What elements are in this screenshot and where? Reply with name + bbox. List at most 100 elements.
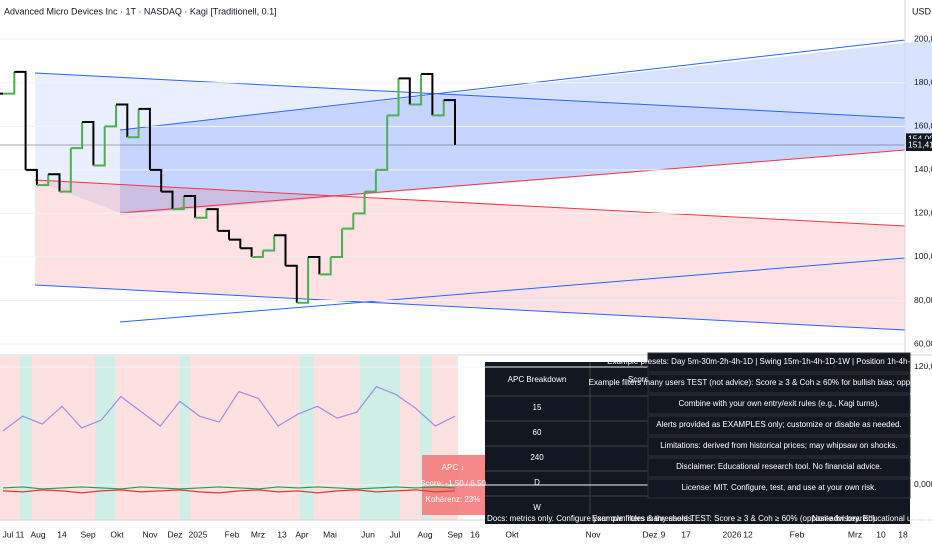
kagi-segment [70, 121, 84, 150]
note-bg [647, 373, 911, 394]
x-tick-label: 10 [876, 529, 886, 539]
x-tick-label: Sep [80, 529, 95, 539]
note: Combine with your own entry/exit rules (… [679, 399, 880, 408]
kagi-segment [14, 70, 27, 170]
kagi-segment [296, 256, 310, 304]
kagi-segment [127, 108, 140, 139]
x-tick-label: Jun [361, 529, 375, 539]
note-bg [647, 415, 911, 436]
kagi-segment [409, 74, 423, 106]
signal-coherence: Kohärenz: 23% [426, 495, 481, 504]
kagi-segment [195, 209, 208, 219]
kagi-segment [285, 264, 298, 303]
y-tick-label: 60,00 [914, 338, 932, 348]
indicator-line [2, 486, 456, 490]
x-tick-label: Mai [323, 529, 337, 539]
table-title: APC Breakdown [508, 375, 567, 384]
kagi-segment [398, 77, 411, 105]
kagi-segment [421, 73, 434, 116]
x-tick-label: Jul [390, 529, 401, 539]
x-tick-label: Feb [225, 529, 240, 539]
kagi-segment [375, 115, 389, 171]
kagi-segment [217, 229, 230, 240]
note-bg [647, 457, 911, 478]
x-tick-label: 17 [681, 529, 691, 539]
y-tick-label: 120,00 [914, 361, 932, 371]
price-tag-label: 151,41 [908, 139, 932, 149]
x-tick-label: Aug [417, 529, 432, 539]
kagi-segment [262, 235, 276, 252]
x-tick-label: 11 [16, 529, 25, 539]
kagi-segment [353, 191, 366, 215]
price-tag-label: 154,00 [908, 134, 932, 144]
x-tick-label: Nov [142, 529, 158, 539]
indicator-line [2, 385, 456, 432]
kagi-segment [274, 234, 287, 266]
lower-bands [20, 356, 432, 520]
x-tick-label: Jul [3, 529, 14, 539]
signal-label: APC ↓ [442, 463, 465, 472]
kagi-segment [149, 168, 163, 192]
kagi-segment [364, 169, 377, 193]
kagi-segment [116, 103, 129, 138]
note: License: MIT. Configure, test, and use a… [682, 483, 877, 492]
kagi-segment [183, 195, 197, 218]
y-tick-label: 140,00 [914, 164, 932, 174]
kagi-segment [342, 213, 355, 230]
table-header: Score [628, 375, 649, 384]
x-tick-label: Feb [790, 529, 805, 539]
footer-note: Docs: metrics only. Configure your own r… [487, 514, 694, 523]
x-tick-label: Dez [642, 529, 657, 539]
kagi-segment [330, 228, 343, 258]
kagi-segment [25, 168, 38, 186]
note-bg [647, 436, 911, 457]
table-row-label: 60 [533, 428, 542, 437]
x-tick-label: Aug [30, 529, 45, 539]
y-tick-label: 200,00 [914, 33, 932, 43]
y-tick-label: 100,00 [914, 251, 932, 261]
x-tick-label: Mrz [251, 529, 265, 539]
y-tick-label: 120,00 [914, 208, 932, 218]
kagi-segment [172, 196, 185, 211]
x-tick-label: Apr [295, 529, 308, 539]
x-tick-label: Sep [447, 529, 462, 539]
footer-note: Example filters many users TEST: Score ≥… [592, 514, 878, 523]
y-tick-label: 160,00 [914, 121, 932, 131]
kagi-segment [59, 148, 72, 193]
x-tick-label: Dez [167, 529, 182, 539]
kagi-segment [443, 99, 456, 146]
kagi-segment [251, 250, 264, 258]
kagi-segment [93, 126, 106, 167]
note: Limitations: derived from historical pri… [660, 441, 897, 450]
kagi-segment [206, 208, 219, 231]
footer-note: Non-advisory. Educational use only. [812, 514, 932, 523]
y-tick-label: 80,00 [914, 295, 932, 305]
note: Alerts provided as EXAMPLES only; custom… [656, 420, 901, 429]
x-tick-label: 12 [743, 529, 753, 539]
x-tick-label: 2026 [723, 529, 742, 539]
footer-bg [485, 514, 910, 524]
kagi-segment [3, 71, 16, 95]
note-bg [647, 352, 911, 373]
kagi-segment [161, 190, 174, 210]
kagi-segment [138, 107, 151, 170]
x-tick-label: 14 [57, 529, 67, 539]
table-row-label: D [534, 478, 540, 487]
x-tick-label: Nov [585, 529, 601, 539]
kagi-segment [319, 256, 332, 276]
note: Disclaimer: Educational research tool. N… [676, 462, 882, 471]
currency: USD [912, 6, 932, 16]
kagi-segment [229, 238, 242, 249]
kagi-segment [104, 104, 117, 128]
note-bg [647, 478, 911, 499]
y-tick-label: 0,0000 [914, 479, 932, 489]
x-tick-label: 2025 [189, 529, 208, 539]
table-row-label: 240 [530, 453, 544, 462]
channels [34, 39, 932, 331]
indicator-line [2, 489, 456, 494]
x-tick-label: 13 [277, 529, 287, 539]
x-tick-label: 16 [470, 529, 480, 539]
price-tag [906, 139, 932, 152]
note-bg [647, 394, 911, 415]
